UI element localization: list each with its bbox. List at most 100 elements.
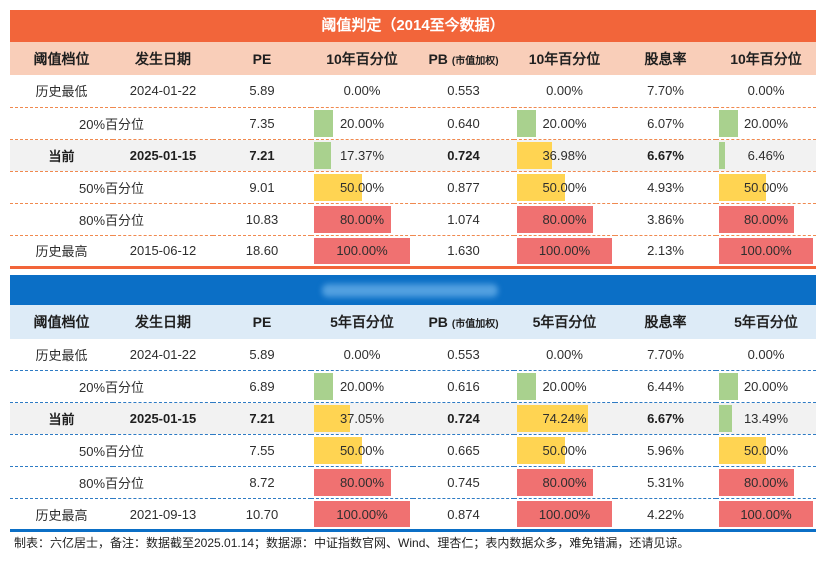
pb-percentile: 80.00% [542,475,587,490]
threshold-level: 20%百分位 [78,116,145,132]
pb-percentile-cell: 0.00% [514,339,615,371]
pb-percentile: 0.00% [546,346,583,362]
footnote: 制表：六亿居士，备注：数据截至2025.01.14；数据源：中证指数官网、Win… [14,536,690,550]
percentile-bar [719,141,726,169]
percentile-bar [314,141,331,169]
pb-percentile: 80.00% [542,211,587,227]
threshold-level: 历史最低 [35,347,88,363]
occurrence-date: 2025-01-15 [129,411,197,426]
pe-percentile-cell: 100.00% [311,234,413,267]
pe-value-cell: 5.89 [213,339,311,371]
pb-percentile-cell: 100.00% [514,234,615,267]
threshold-level-cell: 历史最低 [10,339,113,371]
header-pb: PB (市值加权) [413,304,514,339]
pb-value: 0.640 [447,115,480,131]
dividend-yield: 4.22% [647,506,684,522]
threshold-level: 历史最高 [35,507,88,523]
pb-percentile: 20.00% [542,115,587,131]
percentile-bar [719,205,795,233]
threshold-level: 50%百分位 [78,180,145,196]
table-body: 历史最低 2024-01-22 5.89 0.00% 0.553 0.00% 7.70% 0.… [10,339,816,531]
pe-percentile-cell: 20.00% [311,106,413,139]
dividend-yield: 6.67% [647,147,684,163]
pe-percentile-cell: 100.00% [311,498,413,531]
dividend-yield-percentile: 80.00% [743,211,789,227]
pb-percentile-cell: 50.00% [514,434,615,467]
pb-value: 0.553 [447,346,480,362]
threshold-sheet: 阈值判定（2014至今数据） 阈值档位 发生日期 PE 10年百分位 PB (市值… [10,10,816,551]
pb-percentile-cell: 80.00% [514,466,615,499]
table-title: 阈值判定（2014至今数据） [10,10,816,42]
pb-value-cell: 0.877 [413,170,514,203]
dividend-yield: 2.13% [647,243,684,258]
threshold-level: 80%百分位 [78,212,145,228]
occurrence-date: 2015-06-12 [129,243,197,258]
pb-percentile: 20.00% [542,379,587,394]
dividend-yield-cell: 6.67% [615,402,716,435]
occurrence-date-cell: 2024-01-22 [113,75,213,107]
threshold-level: 80%百分位 [78,476,145,491]
percentile-bar [517,437,565,464]
dividend-yield-cell: 4.93% [615,170,716,203]
header-pb-percentile: 5年百分位 [514,304,615,339]
dividend-yield: 6.07% [647,115,684,131]
dividend-yield-percentile-cell: 20.00% [716,106,816,139]
table-row: 历史最低 2024-01-22 5.89 0.00% 0.553 0.00% 7.70% 0.… [10,339,816,371]
pe-value: 7.21 [249,147,275,163]
pb-value: 0.877 [447,179,480,195]
header-pb-label: PB [428,50,448,67]
pe-value: 10.83 [245,211,279,227]
table-row: 历史最高 2015-06-12 18.60 100.00% 1.630 100.00% 2.… [10,234,816,267]
pe-percentile: 80.00% [339,475,385,490]
table-row: 80%百分位 10.83 80.00% 1.074 80.00% 3.86% 80.00% [10,202,816,235]
pe-value: 7.35 [249,115,275,131]
percentile-bar [719,501,813,527]
percentile-bar [719,373,738,400]
dividend-yield-percentile-cell: 0.00% [716,339,816,371]
pe-percentile: 50.00% [339,179,385,195]
dividend-yield-percentile-cell: 50.00% [716,434,816,467]
pb-percentile: 50.00% [542,179,587,195]
header-threshold-level: 阈值档位 [10,42,113,75]
occurrence-date-cell: 2021-09-13 [113,498,213,531]
dividend-yield-percentile: 100.00% [740,506,792,522]
table-body: 历史最低 2024-01-22 5.89 0.00% 0.553 0.00% 7.70% 0.… [10,75,816,267]
blurred-band-title [322,283,498,297]
pb-value: 1.630 [447,243,480,258]
pb-percentile-cell: 0.00% [514,75,615,107]
header-occurrence-date: 发生日期 [113,42,213,75]
dividend-yield-percentile: 13.49% [743,411,789,426]
threshold-level-cell: 当前 [10,138,113,171]
header-dividend-yield-percentile: 5年百分位 [716,304,816,339]
threshold-level: 50%百分位 [78,444,145,459]
pb-value-cell: 0.665 [413,434,514,467]
header-threshold-level: 阈值档位 [10,304,113,339]
dividend-yield-percentile-cell: 80.00% [716,202,816,235]
pb-value-cell: 0.724 [413,402,514,435]
table-row: 50%百分位 9.01 50.00% 0.877 50.00% 4.93% 50.00% [10,170,816,203]
header-dividend-yield-percentile: 10年百分位 [716,42,816,75]
pb-value: 0.616 [447,379,480,394]
dividend-yield-percentile-cell: 13.49% [716,402,816,435]
dividend-yield-percentile: 80.00% [743,475,789,490]
pb-value-cell: 0.724 [413,138,514,171]
dividend-yield: 5.96% [647,443,684,458]
pb-value: 1.074 [447,211,480,227]
dividend-yield-percentile: 20.00% [743,115,789,131]
pb-percentile: 100.00% [538,506,591,522]
pe-percentile-cell: 50.00% [311,434,413,467]
header-pb-note: (市值加权) [451,318,499,330]
percentile-bar [517,205,593,233]
pb-percentile-cell: 36.98% [514,138,615,171]
percentile-bar [517,141,553,169]
dividend-yield: 4.93% [647,179,684,195]
percentile-bar [314,501,410,527]
header-dividend-yield: 股息率 [615,42,716,75]
percentile-bar [517,405,588,432]
percentile-bar [314,405,350,432]
occurrence-date-cell: 2015-06-12 [113,234,213,267]
pe-value-cell: 7.21 [213,402,311,435]
percentile-bar [517,501,612,527]
occurrence-date: 2021-09-13 [129,506,197,522]
percentile-bar [719,437,766,464]
